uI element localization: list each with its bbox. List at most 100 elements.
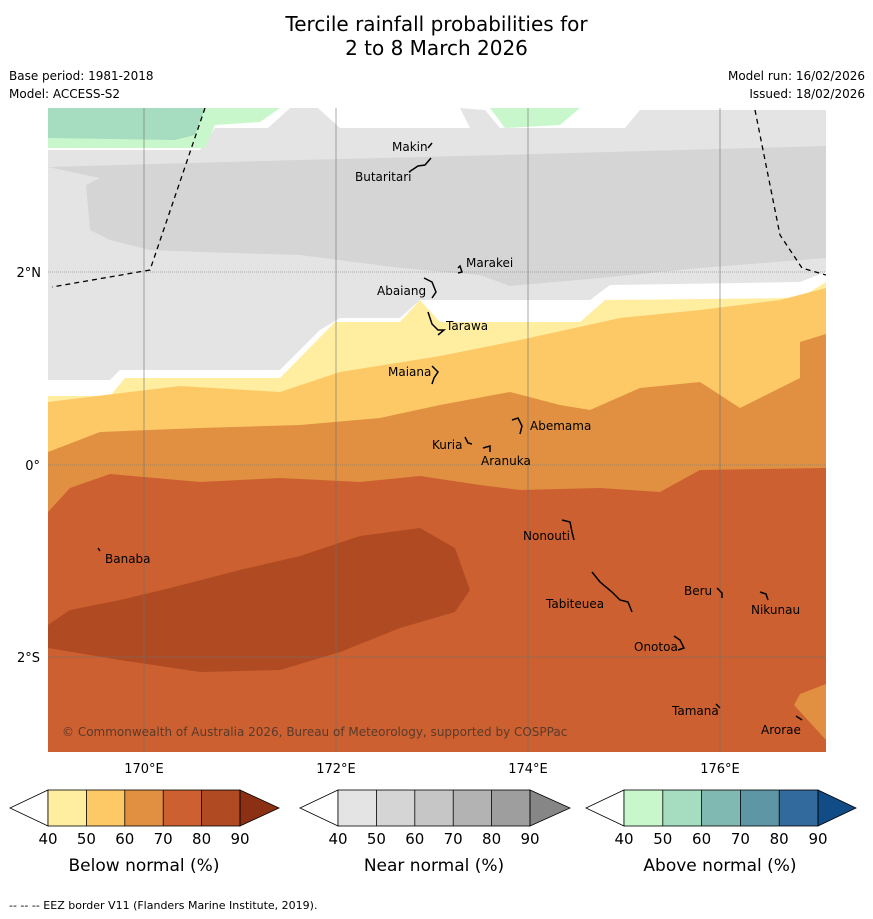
tick-label: 60 — [115, 830, 134, 848]
island-label: Butaritari — [355, 170, 412, 184]
island-label: Makin — [392, 140, 428, 154]
colorbar-swatch — [779, 790, 818, 826]
island-label: Abaiang — [377, 284, 426, 298]
colorbar-extend-high — [239, 789, 280, 827]
colorbar-swatch — [201, 790, 240, 826]
colorbar-swatch — [491, 790, 530, 826]
colorbar-swatch — [740, 790, 780, 826]
eez-border-east — [754, 109, 826, 276]
tick-label: 80 — [482, 830, 501, 848]
island-abemama-shape — [511, 417, 523, 435]
tick-label: 90 — [230, 830, 249, 848]
colorbar-extend-low — [299, 789, 339, 827]
tick-label: 60 — [405, 830, 424, 848]
colorbar-frame — [47, 789, 241, 827]
colorbar-titles: Below normal (%) Near normal (%) Above n… — [69, 856, 797, 876]
island-label: Aranuka — [481, 454, 531, 468]
colorbar-extend-low — [585, 789, 625, 827]
island-label: Marakei — [466, 256, 513, 270]
title-line-1: Tercile rainfall probabilities for — [285, 12, 588, 36]
lon-label: 174°E — [508, 762, 548, 777]
tick-label: 80 — [770, 830, 789, 848]
island-label: Tarawa — [445, 319, 488, 333]
island-nonouti-shape — [561, 519, 575, 541]
near-normal-50-region — [48, 146, 826, 286]
colorbar-title-below: Below normal (%) — [69, 856, 220, 876]
colorbar-near-normal — [299, 789, 571, 827]
colorbar-dividers — [86, 790, 203, 826]
island-label: Tamana — [671, 704, 719, 718]
colorbar-swatch — [86, 790, 125, 826]
colorbar-swatch — [376, 790, 415, 826]
island-label: Kuria — [432, 438, 463, 452]
island-onotoa-shape — [673, 635, 686, 651]
island-abaiang-shape — [423, 277, 437, 299]
island-label: Maiana — [388, 365, 431, 379]
colorbar-swatch — [662, 790, 702, 826]
colorbar-frame — [337, 789, 531, 827]
tick-label: 80 — [192, 830, 211, 848]
map-area: Makin Butaritari Marakei Abaiang Tarawa … — [48, 108, 826, 752]
chart-title: Tercile rainfall probabilities for 2 to … — [0, 12, 873, 60]
copyright-notice: © Commonwealth of Australia 2026, Bureau… — [62, 725, 567, 739]
axis-labels: 170°E 172°E 174°E 176°E 2°N 0° 2°S — [17, 266, 740, 777]
lon-label: 176°E — [700, 762, 740, 777]
model-name: Model: ACCESS-S2 — [9, 87, 121, 101]
colorbar-swatch — [163, 790, 202, 826]
island-outlines — [97, 142, 803, 721]
issued-date: Issued: 18/02/2026 — [749, 87, 865, 101]
colorbar-tick-labels: 40 50 60 70 80 90 40 50 60 70 80 90 40 5… — [38, 830, 827, 848]
title-line-2: 2 to 8 March 2026 — [345, 36, 528, 60]
island-banaba-shape — [97, 547, 101, 552]
island-label: Nonouti — [523, 529, 570, 543]
tick-label: 40 — [328, 830, 347, 848]
above-normal-40-region-2 — [490, 108, 580, 128]
eez-footnote: -- -- -- EEZ border V11 (Flanders Marine… — [9, 899, 318, 912]
island-beru-shape — [716, 587, 723, 598]
island-tamana-shape — [715, 703, 721, 709]
colorbar-swatch — [124, 790, 164, 826]
tick-label: 70 — [444, 830, 463, 848]
island-label: Onotoa — [634, 640, 678, 654]
island-makin-shape — [427, 142, 433, 149]
colorbar-swatch — [453, 790, 492, 826]
above-normal-50-region — [48, 108, 205, 140]
lon-label: 172°E — [316, 762, 356, 777]
colorbar-extend-high — [817, 789, 857, 827]
tick-label: 40 — [38, 830, 57, 848]
model-run: Model run: 16/02/2026 — [727, 69, 865, 83]
island-label: Banaba — [105, 552, 151, 566]
colorbar-extend-low — [9, 789, 49, 827]
colorbar-swatch — [414, 790, 454, 826]
colorbar-extend-high — [529, 789, 571, 827]
colorbar-swatch — [701, 790, 741, 826]
island-label: Tabiteuea — [545, 597, 604, 611]
colorbar-title-near: Near normal (%) — [364, 856, 504, 876]
meta-right: Model run: 16/02/2026 Issued: 18/02/2026 — [728, 67, 865, 103]
island-kuria-shape — [464, 436, 473, 445]
island-arorae-shape — [795, 715, 803, 721]
colorbar-dividers — [375, 790, 493, 826]
island-tarawa-shape — [427, 311, 447, 336]
eez-border — [51, 108, 826, 288]
island-label: Arorae — [761, 723, 801, 737]
eez-border-west — [51, 108, 206, 288]
tick-label: 70 — [154, 830, 173, 848]
island-maiana-shape — [431, 365, 439, 385]
tick-label: 60 — [692, 830, 711, 848]
island-label: Abemama — [530, 419, 591, 433]
colorbar-above-normal — [585, 789, 857, 827]
island-aranuka-shape — [482, 445, 491, 452]
island-marakei-shape — [457, 264, 463, 274]
colorbar-title-above: Above normal (%) — [643, 856, 796, 876]
island-tabiteuea-shape — [591, 571, 633, 613]
lat-label: 2°S — [17, 651, 40, 666]
tick-label: 70 — [731, 830, 750, 848]
tick-label: 90 — [808, 830, 827, 848]
lat-label: 2°N — [17, 266, 42, 281]
tick-label: 50 — [367, 830, 386, 848]
island-label: Beru — [684, 584, 712, 598]
colorbar-dividers — [662, 790, 780, 826]
island-nikunau-shape — [759, 591, 769, 601]
lat-label: 0° — [25, 459, 40, 474]
